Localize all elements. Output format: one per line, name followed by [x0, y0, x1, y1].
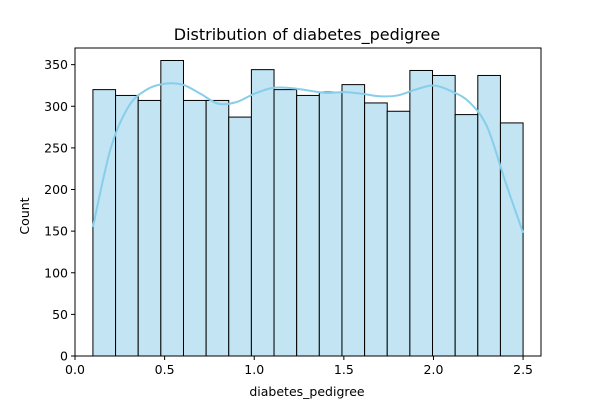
histogram-bar [318, 91, 343, 357]
histogram-bar [432, 74, 456, 357]
kde-group [91, 82, 525, 234]
histogram-bar [499, 122, 524, 357]
y-tick-label: 300 [44, 99, 68, 114]
x-axis-label: diabetes_pedigree [249, 384, 365, 399]
x-tick-label: 0.0 [65, 362, 85, 377]
x-tick-label: 2.0 [424, 362, 444, 377]
y-tick-label: 0 [60, 349, 68, 364]
histogram-bar [228, 116, 252, 357]
y-tick-label: 50 [52, 307, 68, 322]
x-tick-label: 2.5 [513, 362, 533, 377]
x-axis-ticks: 0.0 0.5 1.0 1.5 2.0 2.5 [65, 356, 533, 377]
y-axis-ticks: 0 50 100 150 200 250 300 350 [44, 57, 75, 364]
histogram-bar [182, 99, 207, 357]
y-tick-label: 150 [44, 224, 68, 239]
kde-line [91, 82, 525, 234]
histogram-bar [409, 69, 434, 357]
histogram-bar [160, 59, 184, 357]
x-tick-label: 1.0 [244, 362, 264, 377]
histogram-bar [454, 114, 479, 357]
histogram-bar [273, 89, 298, 357]
x-tick-label: 0.5 [155, 362, 175, 377]
y-tick-label: 250 [44, 140, 68, 155]
bars-group [92, 59, 524, 357]
x-tick-label: 1.5 [334, 362, 354, 377]
histogram-bar [296, 94, 320, 357]
histogram-bar [386, 110, 411, 357]
histogram-bar [137, 99, 162, 357]
y-tick-label: 100 [44, 265, 68, 280]
histogram-bar [341, 84, 366, 357]
histogram-bar [115, 94, 139, 357]
y-tick-label: 200 [44, 182, 68, 197]
histogram-bar [205, 99, 230, 357]
histogram-bar [250, 69, 275, 357]
y-tick-label: 350 [44, 57, 68, 72]
chart-title: Distribution of diabetes_pedigree [174, 25, 440, 45]
histogram-bar [92, 89, 117, 357]
y-axis-label: Count [17, 197, 32, 234]
histogram-bar [364, 102, 388, 357]
axes-frame [74, 47, 542, 357]
